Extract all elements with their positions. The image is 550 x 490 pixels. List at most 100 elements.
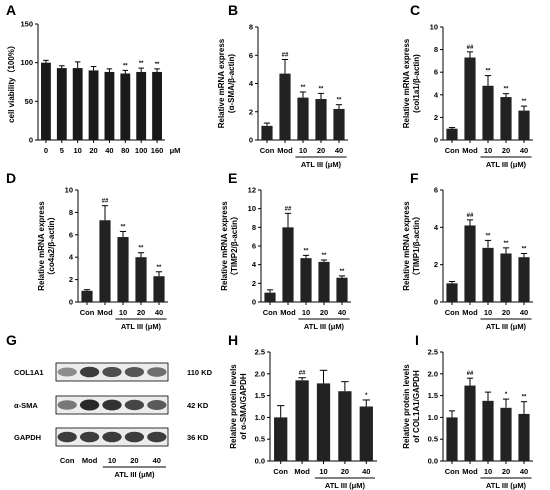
- x-tick-label: Mod: [97, 308, 113, 317]
- significance-label: ##: [102, 199, 109, 205]
- y-tick-label: 10: [65, 186, 73, 195]
- x-tick-label: 20: [502, 146, 510, 155]
- bar: [359, 406, 373, 461]
- bar: [464, 57, 476, 141]
- x-tick-label: Mod: [462, 308, 478, 317]
- bar: [500, 253, 512, 302]
- chart-panel-c: C 0 2 4 6 8 10 Con ## Mod ** 10 ** 20 ** 40 ATL III (μM)…: [402, 2, 533, 169]
- y-tick-label: 2: [434, 260, 438, 269]
- bar: [336, 277, 348, 302]
- x-tick-label: 40: [338, 308, 346, 317]
- blot-band: [147, 367, 167, 377]
- bar: [120, 73, 131, 140]
- bar: [117, 237, 129, 302]
- bar: [316, 383, 331, 461]
- bar: [279, 73, 291, 140]
- bar: [72, 68, 83, 140]
- y-tick-label: 2: [69, 275, 73, 284]
- y-tick-label: 4: [434, 223, 439, 232]
- bar: [446, 417, 458, 461]
- y-axis-label-line1: Relative protein levels: [229, 364, 238, 449]
- x-tick-label: 20: [341, 467, 349, 476]
- group-label: ATL III (μM): [486, 160, 527, 169]
- blot-band: [124, 366, 145, 378]
- y-tick-label: 2: [434, 113, 438, 122]
- x-tick-label: 20: [320, 308, 328, 317]
- x-tick-label: Mod: [462, 146, 478, 155]
- y-tick-label: 1.5: [428, 391, 438, 400]
- significance-label: **: [301, 85, 306, 91]
- blot-band: [79, 399, 100, 411]
- x-tick-label: 20: [89, 146, 97, 155]
- panel-letter: D: [6, 170, 16, 186]
- y-axis-label-line2: (α-SMA/β-actin): [227, 54, 236, 113]
- chart-panel-b: B 0 2 4 6 8 Con ## Mod ** 10 ** 20 ** 40 ATL III (μM) Re…: [217, 2, 348, 169]
- y-tick-label: 2.0: [255, 369, 265, 378]
- x-tick-label: 100: [135, 146, 148, 155]
- x-tick-label: 10: [484, 146, 492, 155]
- bar: [300, 258, 312, 302]
- y-axis-label-line2: （TIMP2/β-actin）: [229, 212, 239, 280]
- panel-letter: C: [410, 2, 420, 18]
- bar: [297, 97, 309, 140]
- x-tick-label: Con: [445, 308, 460, 317]
- significance-label: ##: [467, 213, 474, 219]
- y-axis-label-line2: （co4a2/β-actin）: [46, 212, 56, 279]
- bar: [446, 283, 458, 302]
- significance-label: **: [322, 253, 327, 259]
- y-tick-label: 50: [25, 97, 33, 106]
- x-tick-label: 10: [319, 467, 327, 476]
- x-tick-label: Mod: [462, 467, 478, 476]
- y-tick-label: 0: [29, 136, 33, 145]
- blot-band: [57, 367, 77, 377]
- panel-letter: E: [228, 170, 237, 186]
- chart-panel-h: H 0.0 0.5 1.0 1.5 2.0 2.5 Con ## Mod 10 20 * 40 ATL II…: [228, 332, 377, 490]
- bar: [104, 71, 115, 140]
- x-tick-label: Con: [273, 467, 288, 476]
- blot-size-label: 36 KD: [187, 433, 209, 442]
- blot-protein-label: α-SMA: [14, 401, 38, 410]
- bar: [152, 71, 162, 140]
- bar: [41, 62, 51, 140]
- bar: [518, 110, 530, 140]
- bar: [135, 257, 147, 302]
- chart-panel-d: D 0 2 4 6 8 10 Con ## Mod ** 10 ** 20 ** 40 ATL III (μM)…: [6, 170, 168, 331]
- group-label: ATL III (μM): [114, 470, 155, 479]
- y-axis-label-line1: Relative protein levels: [402, 364, 411, 449]
- y-tick-label: 4: [249, 79, 254, 88]
- blot-band: [79, 366, 100, 378]
- significance-label: **: [504, 87, 509, 93]
- y-tick-label: 0: [434, 136, 438, 145]
- significance-label: **: [340, 269, 345, 275]
- y-tick-label: 2.5: [255, 348, 265, 357]
- y-tick-label: 100: [20, 58, 33, 67]
- significance-label: **: [155, 62, 160, 68]
- y-tick-label: 2: [252, 279, 256, 288]
- bar: [282, 227, 294, 302]
- bar: [518, 257, 530, 302]
- x-tick-label: Con: [445, 467, 460, 476]
- x-tick-label: 80: [121, 146, 129, 155]
- x-tick-label: 20: [317, 146, 325, 155]
- y-tick-label: 1.0: [255, 413, 265, 422]
- x-tick-label: Con: [263, 308, 278, 317]
- blot-band: [102, 431, 122, 443]
- bar: [81, 290, 93, 302]
- y-tick-label: 8: [252, 223, 256, 232]
- y-tick-label: 8: [69, 208, 73, 217]
- bar: [318, 261, 330, 302]
- blot-band: [147, 431, 167, 443]
- panel-letter: H: [228, 332, 238, 348]
- blot-lane-label: Con: [60, 456, 75, 465]
- bar: [446, 128, 458, 140]
- significance-label: ##: [299, 371, 306, 377]
- x-tick-label: 10: [299, 146, 307, 155]
- x-tick-label: 40: [155, 308, 163, 317]
- bar: [333, 108, 345, 140]
- group-label: ATL III (μM): [301, 160, 342, 169]
- y-axis-label-line1: Relative mRNA express: [217, 38, 226, 128]
- significance-label: ##: [282, 52, 289, 58]
- significance-label: ##: [467, 371, 474, 377]
- bar: [88, 70, 99, 140]
